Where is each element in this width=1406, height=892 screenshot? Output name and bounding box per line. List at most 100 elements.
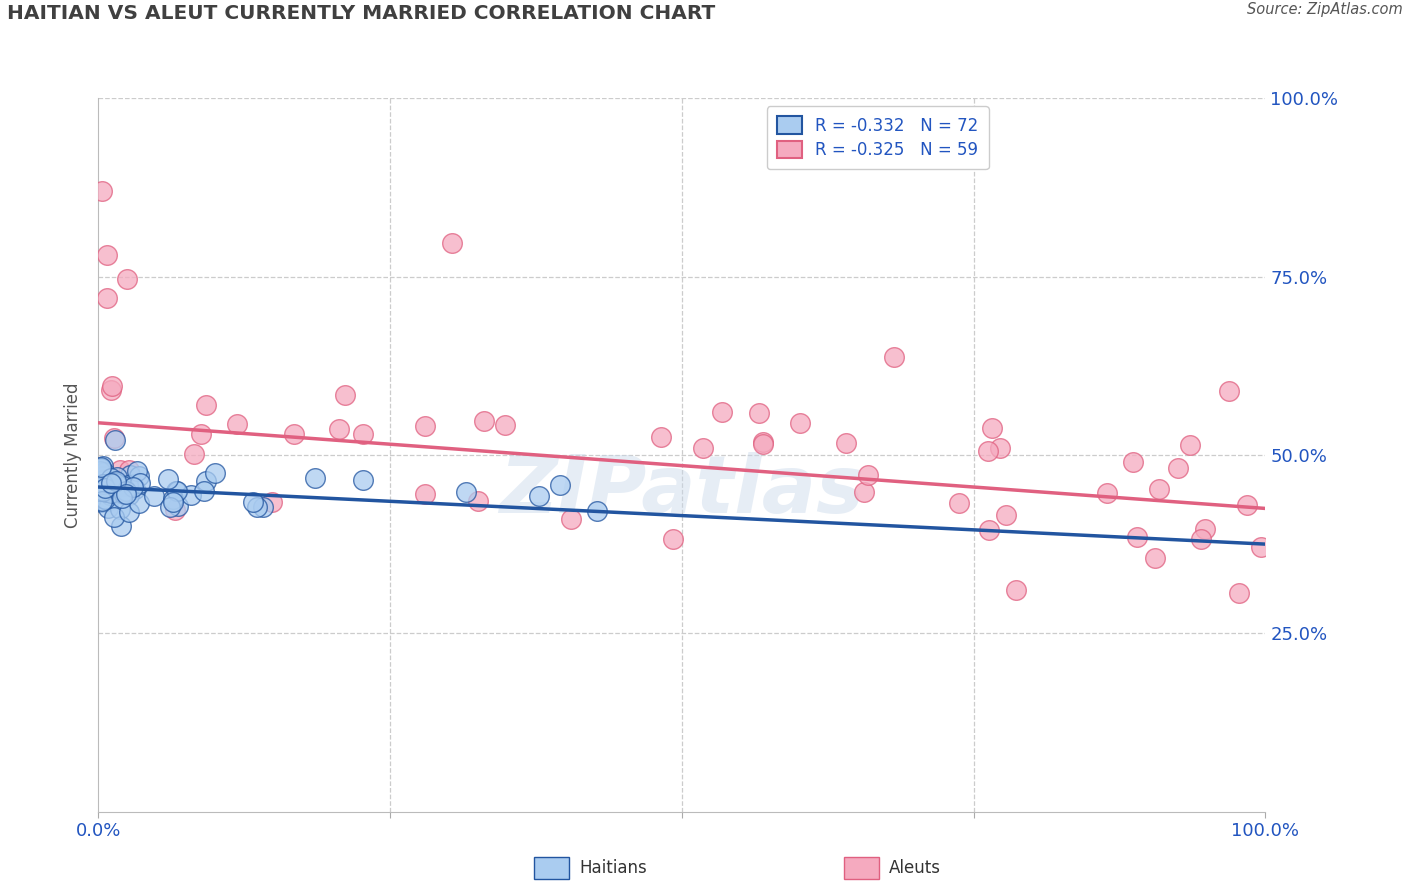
- Point: [204, 466, 226, 480]
- Point: [789, 416, 811, 430]
- Point: [100, 475, 122, 490]
- Point: [990, 442, 1012, 456]
- Point: [190, 427, 212, 442]
- Point: [96, 248, 118, 262]
- Point: [751, 434, 773, 449]
- Point: [440, 235, 463, 250]
- Point: [117, 484, 139, 499]
- Text: HAITIAN VS ALEUT CURRENTLY MARRIED CORRELATION CHART: HAITIAN VS ALEUT CURRENTLY MARRIED CORRE…: [7, 4, 716, 23]
- Point: [103, 509, 125, 524]
- Point: [1189, 532, 1212, 546]
- Point: [107, 470, 129, 484]
- Point: [527, 489, 550, 503]
- Point: [93, 466, 115, 480]
- Point: [1147, 482, 1170, 496]
- Point: [91, 184, 114, 198]
- Point: [103, 433, 125, 447]
- Point: [1005, 583, 1028, 598]
- Point: [91, 493, 114, 508]
- Point: [1126, 530, 1149, 544]
- Point: [111, 479, 134, 493]
- Point: [183, 447, 205, 461]
- Point: [650, 429, 672, 443]
- Point: [853, 484, 876, 499]
- Point: [108, 463, 131, 477]
- Point: [333, 388, 356, 402]
- Point: [101, 474, 124, 488]
- Point: [100, 471, 122, 485]
- Point: [105, 474, 128, 488]
- Point: [108, 502, 131, 516]
- Point: [100, 378, 122, 392]
- Point: [96, 484, 118, 499]
- Point: [90, 460, 112, 475]
- Point: [193, 484, 215, 499]
- Point: [328, 422, 350, 436]
- Point: [110, 491, 132, 505]
- Point: [413, 419, 436, 434]
- Text: Aleuts: Aleuts: [889, 859, 941, 877]
- Point: [454, 484, 477, 499]
- Point: [981, 420, 1004, 434]
- Point: [252, 500, 274, 514]
- Point: [91, 477, 114, 491]
- Point: [283, 427, 305, 442]
- Point: [260, 495, 283, 509]
- Point: [883, 351, 905, 365]
- Point: [1167, 461, 1189, 475]
- Point: [195, 475, 218, 489]
- Point: [128, 496, 150, 510]
- Point: [117, 478, 139, 492]
- Point: [1095, 486, 1118, 500]
- Point: [1194, 522, 1216, 536]
- Point: [494, 418, 516, 433]
- Point: [115, 483, 138, 498]
- Point: [97, 482, 120, 496]
- Point: [550, 478, 572, 492]
- Point: [242, 494, 264, 508]
- Point: [165, 502, 187, 516]
- Point: [90, 495, 112, 509]
- Point: [124, 482, 146, 496]
- Point: [166, 500, 188, 514]
- Point: [115, 272, 138, 286]
- Point: [90, 460, 112, 475]
- Point: [162, 491, 184, 506]
- Point: [413, 487, 436, 501]
- Point: [752, 437, 775, 451]
- Point: [120, 467, 142, 482]
- Point: [1250, 540, 1272, 554]
- Point: [94, 491, 117, 506]
- Point: [91, 458, 114, 473]
- Point: [467, 493, 489, 508]
- Point: [1218, 384, 1240, 398]
- Point: [586, 504, 609, 518]
- Point: [93, 483, 115, 498]
- Point: [128, 475, 150, 490]
- Point: [91, 469, 114, 483]
- Point: [98, 476, 121, 491]
- Point: [662, 532, 685, 546]
- Point: [995, 508, 1018, 523]
- Point: [352, 473, 374, 487]
- Point: [159, 500, 181, 514]
- Point: [156, 473, 179, 487]
- Point: [162, 495, 184, 509]
- Point: [195, 398, 218, 412]
- Point: [127, 464, 149, 478]
- Point: [100, 383, 122, 397]
- Point: [472, 413, 495, 427]
- Point: [98, 486, 121, 500]
- Point: [122, 480, 145, 494]
- Point: [91, 473, 114, 487]
- Point: [97, 493, 120, 508]
- Point: [692, 441, 714, 455]
- Point: [165, 483, 187, 498]
- Point: [118, 505, 141, 519]
- Point: [180, 488, 202, 502]
- Point: [103, 431, 125, 445]
- Legend: R = -0.332   N = 72, R = -0.325   N = 59: R = -0.332 N = 72, R = -0.325 N = 59: [768, 106, 988, 169]
- Point: [89, 464, 111, 478]
- Point: [977, 523, 1000, 537]
- Point: [96, 291, 118, 305]
